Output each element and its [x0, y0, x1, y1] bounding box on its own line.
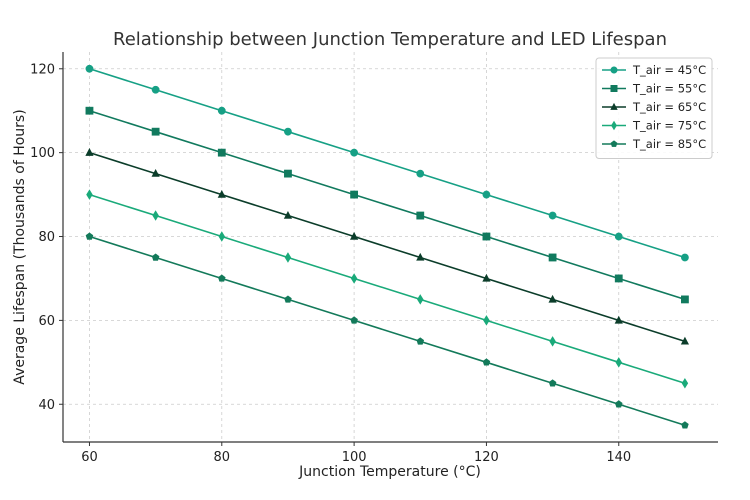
- data-point: [283, 210, 293, 219]
- data-point: [350, 316, 358, 324]
- legend: T_air = 45°C T_air = 55°C T_air = 65°C T_ai…: [595, 57, 713, 159]
- y-tick-label: 40: [38, 398, 55, 413]
- legend-label: T_air = 55°C: [632, 82, 706, 96]
- data-point: [482, 190, 491, 199]
- data-point: [151, 253, 160, 261]
- series-line: [89, 235, 686, 426]
- data-point: [614, 274, 623, 283]
- chart-title: Relationship between Junction Temperatur…: [113, 29, 667, 50]
- data-point: [218, 274, 226, 282]
- data-point: [151, 127, 160, 136]
- x-tick-label: 100: [342, 450, 367, 465]
- series-line: [89, 109, 686, 301]
- data-point: [680, 336, 690, 345]
- data-point: [217, 189, 226, 198]
- data-point: [218, 231, 226, 242]
- x-tick-label: 120: [474, 450, 499, 465]
- y-tick-label: 60: [38, 314, 55, 329]
- series-line: [89, 193, 686, 385]
- y-tick-label: 80: [38, 230, 55, 245]
- x-tick-label: 80: [214, 450, 231, 465]
- legend-entry: T_air = 85°C: [602, 137, 706, 151]
- data-point: [615, 357, 622, 368]
- data-point: [549, 336, 556, 347]
- legend-label: T_air = 65°C: [632, 100, 706, 114]
- data-point: [681, 295, 689, 304]
- legend-entry: T_air = 75°C: [602, 119, 706, 133]
- series-2: [85, 106, 689, 304]
- x-tick-label: 60: [81, 450, 98, 465]
- axes: [59, 52, 718, 446]
- grid: [63, 52, 718, 442]
- data-point: [284, 295, 292, 303]
- legend-entry: T_air = 45°C: [602, 63, 706, 77]
- series-line: [89, 68, 686, 259]
- data-point: [350, 231, 359, 240]
- data-point: [614, 400, 623, 408]
- data-point: [152, 210, 159, 221]
- data-point: [482, 358, 491, 366]
- data-point: [217, 106, 226, 115]
- legend-label: T_air = 85°C: [632, 137, 706, 151]
- legend-entry: T_air = 65°C: [602, 100, 706, 114]
- data-point: [416, 169, 425, 178]
- data-point: [86, 189, 93, 200]
- legend-label: T_air = 45°C: [632, 63, 706, 77]
- data-point: [416, 252, 425, 261]
- data-point: [548, 253, 557, 262]
- data-point: [350, 148, 359, 157]
- x-axis-label: Junction Temperature (°C): [298, 464, 481, 480]
- data-point: [284, 252, 292, 263]
- data-point: [85, 64, 94, 73]
- series-3: [85, 148, 690, 345]
- legend-entry: T_air = 55°C: [602, 82, 706, 96]
- legend-frame: [595, 57, 713, 159]
- data-point: [350, 273, 358, 284]
- data-point: [548, 211, 557, 220]
- y-tick-label: 100: [30, 146, 55, 161]
- data-point: [681, 421, 689, 429]
- data-point: [681, 253, 689, 262]
- data-point: [151, 85, 160, 94]
- data-point: [681, 378, 689, 389]
- legend-marker: [610, 66, 618, 74]
- legend-marker: [611, 120, 617, 131]
- data-point: [614, 232, 623, 241]
- data-point: [548, 294, 557, 303]
- tick-labels: 60 80 100 120 140 40 60 80 100 120: [30, 62, 631, 465]
- data-point: [614, 315, 623, 324]
- data-point: [548, 379, 557, 387]
- x-tick-label: 140: [606, 450, 631, 465]
- data-point: [217, 148, 226, 157]
- series-line: [89, 151, 686, 343]
- data-point: [483, 315, 490, 326]
- legend-marker: [610, 102, 618, 110]
- y-tick-label: 120: [30, 62, 55, 77]
- data-point: [417, 294, 424, 305]
- data-point: [85, 232, 94, 240]
- legend-marker: [610, 85, 618, 93]
- data-point: [284, 127, 292, 136]
- data-point: [416, 337, 425, 345]
- data-point: [85, 148, 94, 156]
- series-5: [85, 232, 689, 429]
- series-1: [85, 64, 689, 262]
- data-point: [85, 106, 94, 115]
- legend-marker: [610, 140, 618, 147]
- data-point: [482, 232, 491, 241]
- data-point: [482, 273, 491, 282]
- legend-label: T_air = 75°C: [632, 119, 706, 133]
- data-point: [416, 211, 425, 220]
- series-4: [86, 189, 689, 389]
- y-axis-label: Average Lifespan (Thousands of Hours): [12, 109, 28, 384]
- data-point: [350, 190, 359, 199]
- data-point: [151, 169, 160, 177]
- series-layer: [85, 64, 690, 429]
- data-point: [284, 169, 292, 178]
